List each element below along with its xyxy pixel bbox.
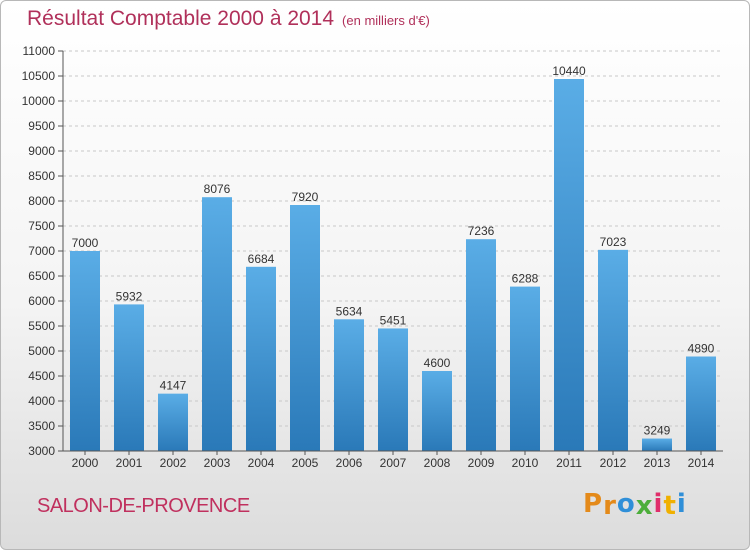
bar-2004	[246, 266, 276, 451]
logo-letter: x	[635, 491, 654, 521]
y-tick-label: 5500	[28, 319, 55, 333]
chart-title: Résultat Comptable 2000 à 2014 (en millie…	[27, 7, 430, 31]
proxiti-logo: Proxiti	[583, 489, 687, 521]
logo-letter: i	[653, 489, 664, 519]
city-name: SALON-DE-PROVENCE	[37, 495, 250, 517]
y-tick-label: 3500	[28, 419, 55, 433]
y-tick-label: 10000	[22, 94, 56, 108]
bar-2006	[334, 319, 364, 451]
y-tick-label: 3000	[28, 444, 55, 458]
bars	[70, 79, 716, 451]
y-tick-label: 5000	[28, 344, 55, 358]
logo-letter: r	[603, 491, 617, 521]
data-label: 5932	[116, 289, 143, 303]
data-label: 3249	[644, 424, 671, 438]
axes: 3000 3500 4000 4500 5000 5500 6000 6500 7000 7500…	[22, 44, 723, 470]
x-tick-label: 2009	[468, 456, 495, 470]
logo-letter: t	[663, 491, 677, 521]
bar-2014	[686, 356, 716, 451]
chart-unit: (en milliers d'€)	[342, 13, 430, 28]
y-tick-label: 7500	[28, 219, 55, 233]
data-label: 8076	[204, 182, 231, 196]
data-label: 7920	[292, 190, 319, 204]
data-label: 7236	[468, 224, 495, 238]
y-tick-label: 8000	[28, 194, 55, 208]
logo-letter: P	[583, 489, 604, 519]
x-tick-label: 2007	[380, 456, 407, 470]
bar-2003	[202, 197, 232, 451]
x-tick-label: 2000	[72, 456, 99, 470]
x-tick-label: 2004	[248, 456, 275, 470]
data-label: 7000	[72, 236, 99, 250]
data-label: 4890	[688, 342, 715, 356]
data-label: 10440	[552, 64, 586, 78]
x-tick-label: 2006	[336, 456, 363, 470]
x-tick-label: 2012	[600, 456, 627, 470]
bar-2001	[114, 304, 144, 451]
x-tick-label: 2008	[424, 456, 451, 470]
y-tick-label: 9000	[28, 144, 55, 158]
y-tick-label: 4500	[28, 369, 55, 383]
x-tick-label: 2003	[204, 456, 231, 470]
bar-2011	[554, 79, 584, 451]
x-tick-label: 2005	[292, 456, 319, 470]
bar-2008	[422, 371, 452, 451]
y-tick-label: 9500	[28, 119, 55, 133]
bar-2005	[290, 205, 320, 451]
logo-letter: o	[616, 489, 636, 519]
x-tick-label: 2001	[116, 456, 143, 470]
data-label: 6684	[248, 252, 275, 266]
labels: 7000 5932 4147 8076 6684 7920 5634 5451 4600 7236…	[72, 64, 715, 438]
title-text: Résultat Comptable 2000 à 2014	[27, 7, 335, 30]
y-tick-label: 8500	[28, 169, 55, 183]
data-label: 5451	[380, 313, 407, 327]
x-tick-label: 2014	[688, 456, 715, 470]
bar-2000	[70, 251, 100, 451]
bar-2007	[378, 328, 408, 451]
x-tick-label: 2002	[160, 456, 187, 470]
bar-2010	[510, 286, 540, 451]
data-label: 5634	[336, 304, 363, 318]
bar-2009	[466, 239, 496, 451]
y-tick-label: 6500	[28, 269, 55, 283]
y-tick-label: 10500	[22, 69, 56, 83]
bar-2013	[642, 438, 672, 451]
x-tick-label: 2013	[644, 456, 671, 470]
y-tick-label: 4000	[28, 394, 55, 408]
y-tick-label: 7000	[28, 244, 55, 258]
bar-2002	[158, 393, 188, 451]
data-label: 6288	[512, 272, 539, 286]
data-label: 7023	[600, 235, 627, 249]
y-tick-label: 6000	[28, 294, 55, 308]
data-label: 4147	[160, 379, 187, 393]
data-label: 4600	[424, 356, 451, 370]
x-tick-label: 2011	[556, 456, 582, 470]
logo-letter: i	[676, 489, 687, 519]
x-tick-label: 2010	[512, 456, 539, 470]
y-tick-label: 11000	[23, 44, 56, 58]
bar-2012	[598, 249, 628, 451]
